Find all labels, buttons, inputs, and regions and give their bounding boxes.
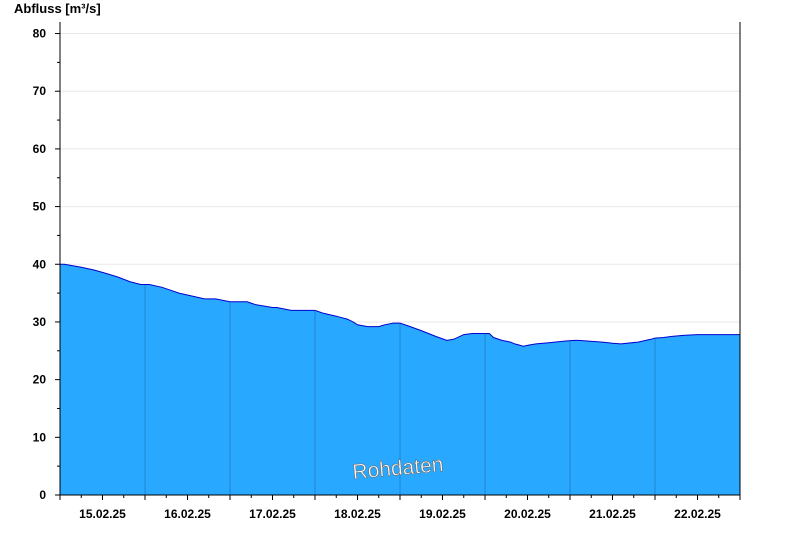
y-tick-label: 0 bbox=[39, 488, 46, 502]
y-tick-label: 80 bbox=[33, 27, 47, 41]
x-tick-label: 21.02.25 bbox=[589, 507, 636, 521]
x-tick-label: 19.02.25 bbox=[419, 507, 466, 521]
x-tick-label: 15.02.25 bbox=[79, 507, 126, 521]
y-tick-label: 60 bbox=[33, 142, 47, 156]
y-tick-label: 50 bbox=[33, 200, 47, 214]
y-tick-label: 10 bbox=[33, 430, 47, 444]
y-tick-label: 30 bbox=[33, 315, 47, 329]
x-tick-label: 20.02.25 bbox=[504, 507, 551, 521]
x-tick-label: 17.02.25 bbox=[249, 507, 296, 521]
y-axis-label: Abfluss [m³/s] bbox=[14, 1, 101, 16]
discharge-line bbox=[60, 263, 740, 347]
y-tick-label: 20 bbox=[33, 373, 47, 387]
x-tick-label: 18.02.25 bbox=[334, 507, 381, 521]
y-tick-label: 70 bbox=[33, 84, 47, 98]
x-tick-label: 16.02.25 bbox=[164, 507, 211, 521]
x-tick-label: 22.02.25 bbox=[674, 507, 721, 521]
y-tick-label: 40 bbox=[33, 257, 47, 271]
